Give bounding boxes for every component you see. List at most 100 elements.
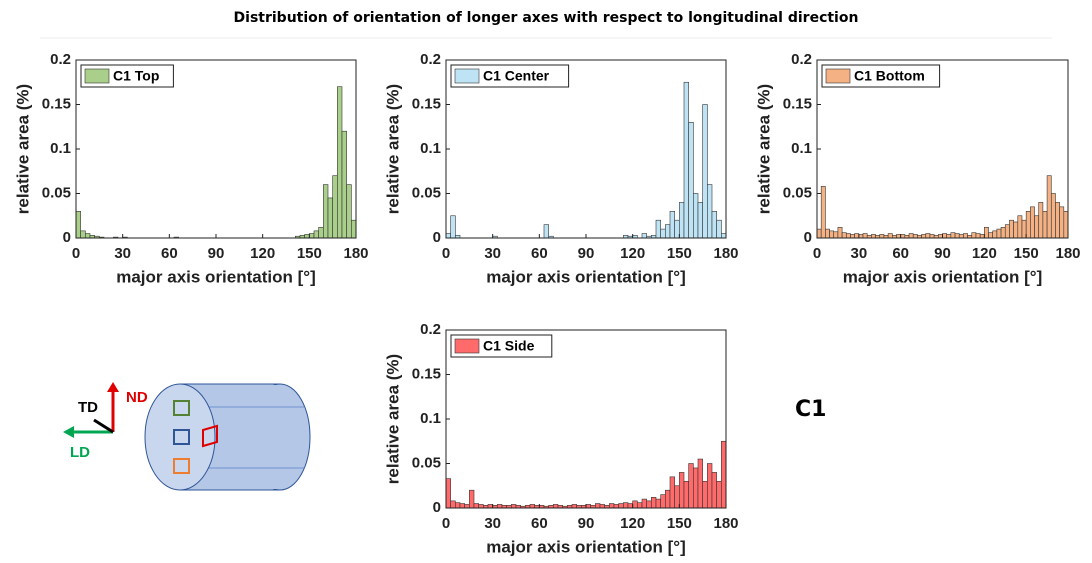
histogram-bar <box>655 498 661 509</box>
region-center <box>173 429 190 445</box>
x-tick-label: 30 <box>484 515 501 532</box>
x-tick-label: 60 <box>531 515 548 532</box>
x-tick-label: 60 <box>531 245 548 262</box>
histogram-bar <box>971 232 977 239</box>
specimen-diagram: TD ND LD <box>63 382 311 491</box>
td-label: TD <box>78 399 98 416</box>
y-tick-label: 0.2 <box>791 51 812 68</box>
y-axis-label: relative area (%) <box>383 354 402 484</box>
histogram-bar <box>660 494 666 509</box>
legend-swatch <box>825 68 851 84</box>
y-axis-label: relative area (%) <box>754 84 773 214</box>
legend-box <box>821 64 941 88</box>
x-tick-label: 90 <box>578 245 595 262</box>
histogram-bar <box>1009 219 1014 239</box>
histogram-bar <box>820 186 826 239</box>
histogram-bar <box>721 440 727 509</box>
histogram-bar <box>445 478 451 509</box>
histogram-bar <box>618 503 624 509</box>
histogram-bar <box>75 211 81 239</box>
x-tick-label: 60 <box>161 245 178 262</box>
histogram-bar <box>963 233 968 239</box>
histogram-bar <box>1021 219 1027 239</box>
histogram-bar <box>469 489 475 509</box>
histogram-bar <box>1042 211 1048 239</box>
td-arrow <box>93 418 114 434</box>
histogram-bar <box>1025 211 1031 239</box>
histogram-bar <box>511 504 517 509</box>
histogram-bar <box>992 230 998 239</box>
histogram-bar <box>627 503 633 509</box>
histogram-bar <box>1050 193 1056 239</box>
x-axis-label: major axis orientation [°] <box>843 267 1043 286</box>
y-tick-label: 0.05 <box>412 184 441 201</box>
y-axis-label: relative area (%) <box>13 84 32 214</box>
y-tick-label: 0.2 <box>420 51 441 68</box>
histogram-bar <box>942 233 947 239</box>
histogram-bar <box>912 234 918 239</box>
y-tick-label: 0 <box>433 229 441 246</box>
histogram-bar <box>665 489 671 509</box>
y-tick-label: 0 <box>433 499 441 516</box>
legend-label: C1 Side <box>483 338 535 354</box>
histogram-bar <box>716 219 722 239</box>
histogram-bar <box>646 500 652 509</box>
histogram-bar <box>887 233 893 239</box>
histogram-bar <box>1046 175 1052 239</box>
histogram-bar <box>613 504 619 509</box>
histogram-bar <box>721 233 727 239</box>
histogram-bar <box>908 233 914 239</box>
histogram-bar <box>996 228 1002 239</box>
x-tick-label: 0 <box>442 515 450 532</box>
x-tick-label: 0 <box>813 245 821 262</box>
histogram-bar <box>679 202 685 239</box>
ld-label: LD <box>70 444 90 461</box>
histogram-bar <box>351 219 357 239</box>
cylinder-front <box>144 383 216 491</box>
ld-arrowhead <box>63 426 74 438</box>
histogram-bar <box>641 233 647 239</box>
histogram-bar <box>641 498 647 509</box>
y-tick-label: 0.05 <box>412 454 441 471</box>
histogram-bar <box>925 233 931 239</box>
histogram-bar <box>464 504 470 509</box>
histogram-bar <box>958 234 964 239</box>
histogram-bar <box>1004 224 1010 239</box>
histogram-bar <box>599 504 605 509</box>
histogram-bar <box>858 234 864 239</box>
y-tick-label: 0.15 <box>783 95 812 112</box>
histogram-bar <box>459 503 465 509</box>
histogram-bar <box>1000 227 1006 239</box>
histogram-bar <box>683 81 689 239</box>
histogram-bar <box>497 504 503 509</box>
histogram-bar <box>553 504 559 509</box>
histogram-bar <box>543 224 549 239</box>
x-tick-label: 180 <box>713 245 738 262</box>
x-tick-label: 150 <box>667 245 692 262</box>
x-tick-label: 60 <box>892 245 909 262</box>
y-tick-label: 0.2 <box>420 321 441 338</box>
region-bottom <box>173 458 190 474</box>
panel-label: C1 <box>795 397 826 422</box>
histogram-bar <box>707 184 713 239</box>
y-tick-label: 0.1 <box>420 410 441 427</box>
histogram-bar <box>332 175 338 239</box>
histogram-bar <box>1063 211 1069 239</box>
chart: 0 0.05 0.1 0.15 0.2 0 30 60 90 120 150 180 major axi… <box>383 321 738 557</box>
histogram-bar <box>938 234 943 239</box>
histogram-bar <box>304 234 310 239</box>
histogram-bar <box>1017 215 1023 239</box>
histogram-bar <box>871 234 876 239</box>
histogram-bar <box>529 504 535 509</box>
x-tick-label: 120 <box>620 515 645 532</box>
legend-swatch <box>454 68 480 84</box>
histogram-bar <box>825 228 830 239</box>
x-tick-label: 30 <box>850 245 867 262</box>
histogram-bar <box>571 504 577 509</box>
x-tick-label: 0 <box>442 245 450 262</box>
x-tick-label: 90 <box>578 515 595 532</box>
nd-label: ND <box>126 389 148 406</box>
x-tick-label: 90 <box>208 245 225 262</box>
y-tick-label: 0.05 <box>783 184 812 201</box>
